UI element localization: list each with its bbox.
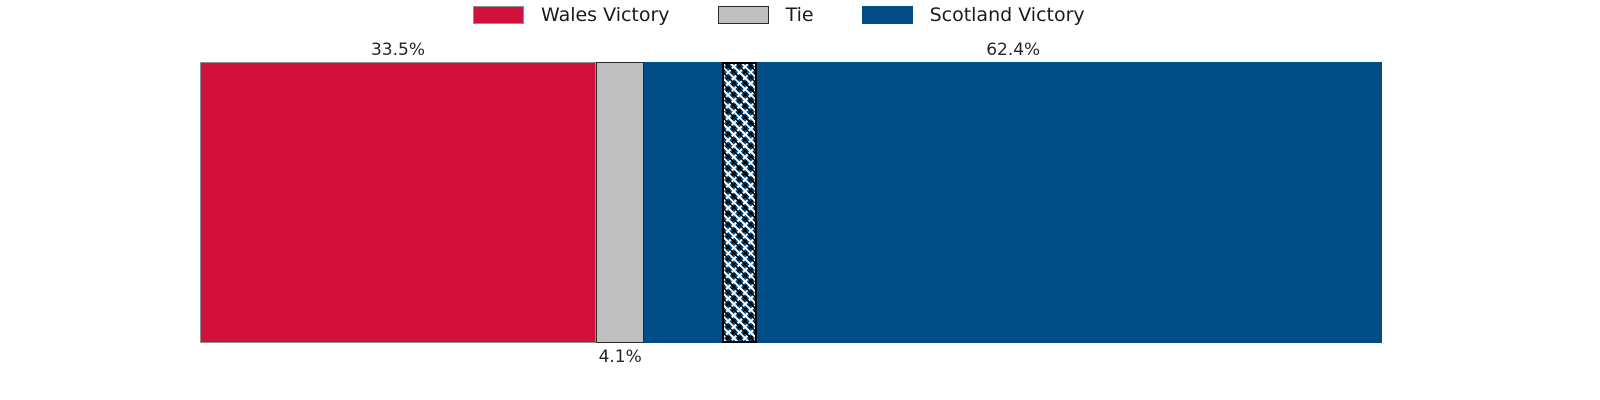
legend-swatch-tie	[717, 6, 769, 24]
stacked-bar: 33.5% 4.1% 62.4%	[200, 40, 1382, 367]
percent-label-wales-victory: 33.5%	[370, 40, 425, 60]
legend-item-tie: Tie	[717, 3, 814, 27]
legend-item-wales-victory: Wales Victory	[473, 3, 670, 27]
percent-label-scotland-victory: 62.4%	[986, 40, 1041, 60]
legend-swatch-scotland-victory	[861, 6, 913, 24]
legend-label-scotland-victory: Scotland Victory	[929, 4, 1085, 26]
legend-swatch-wales-victory	[473, 6, 524, 24]
bar-segment-wales-victory	[200, 62, 596, 343]
bar-segment-scotland-victory	[644, 62, 1382, 343]
legend-label-wales-victory: Wales Victory	[541, 4, 670, 26]
legend: Wales Victory Tie Scotland Victory	[473, 2, 1085, 28]
hatched-band	[722, 62, 758, 343]
legend-item-scotland-victory: Scotland Victory	[861, 3, 1085, 27]
chart-area: 33.5% 4.1% 62.4%	[200, 40, 1382, 367]
bar-segment-tie	[595, 62, 645, 343]
percent-label-tie: 4.1%	[598, 347, 642, 367]
legend-label-tie: Tie	[785, 4, 814, 26]
